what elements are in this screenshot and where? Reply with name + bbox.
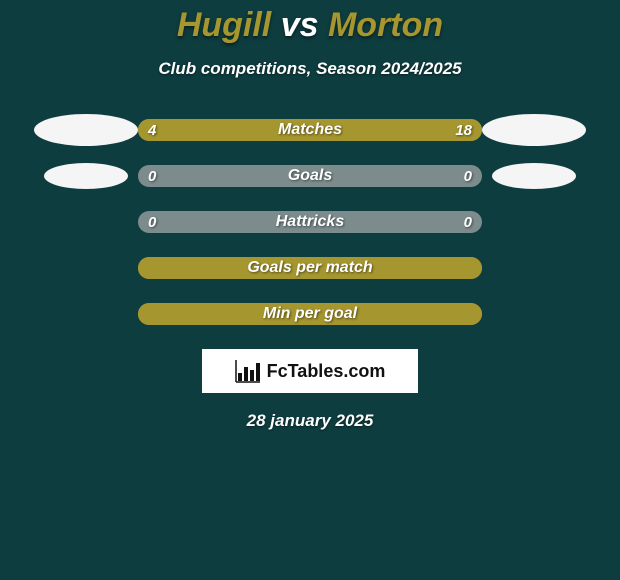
snapshot-date: 28 january 2025 <box>0 411 620 431</box>
player2-avatar-slot <box>482 114 586 146</box>
title-player1: Hugill <box>177 6 271 44</box>
stat-bar-track <box>138 211 482 233</box>
stat-bar-track <box>138 165 482 187</box>
stat-bar-track <box>138 303 482 325</box>
stat-bar-track <box>138 119 482 141</box>
avatar-placeholder <box>482 114 586 146</box>
player1-avatar-slot <box>34 114 138 146</box>
stats-container: Matches418 Goals00 Hattricks00 Goals per ma… <box>0 119 620 325</box>
stat-bar: Hattricks00 <box>138 211 482 233</box>
title-vs: vs <box>281 6 319 44</box>
stat-row: Matches418 <box>0 119 620 141</box>
stat-bar: Matches418 <box>138 119 482 141</box>
subtitle: Club competitions, Season 2024/2025 <box>0 59 620 79</box>
stat-bar-left-fill <box>138 257 482 279</box>
stat-bar-track <box>138 257 482 279</box>
bar-chart-icon <box>235 359 261 383</box>
stat-bar-right-fill <box>201 119 482 141</box>
stat-bar: Goals per match <box>138 257 482 279</box>
player1-avatar-slot <box>34 163 138 189</box>
player2-avatar-slot <box>482 163 586 189</box>
stat-row: Hattricks00 <box>0 211 620 233</box>
stat-row: Goals00 <box>0 165 620 187</box>
stat-bar: Goals00 <box>138 165 482 187</box>
stat-bar: Min per goal <box>138 303 482 325</box>
title-player2: Morton <box>328 6 443 44</box>
stat-row: Goals per match <box>0 257 620 279</box>
avatar-placeholder <box>492 163 576 189</box>
stat-bar-left-fill <box>138 119 201 141</box>
avatar-placeholder <box>44 163 128 189</box>
logo-text: FcTables.com <box>267 361 386 382</box>
stat-bar-left-fill <box>138 303 482 325</box>
source-logo: FcTables.com <box>202 349 418 393</box>
avatar-placeholder <box>34 114 138 146</box>
page-title: Hugill vs Morton <box>0 0 620 45</box>
stat-row: Min per goal <box>0 303 620 325</box>
comparison-infographic: Hugill vs Morton Club competitions, Seas… <box>0 0 620 580</box>
